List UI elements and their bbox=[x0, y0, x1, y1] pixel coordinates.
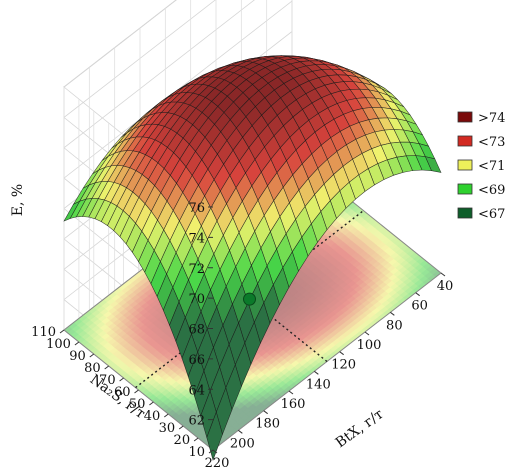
y-tick-label: 50 bbox=[129, 397, 146, 412]
z-tick-label: 72 bbox=[188, 262, 205, 277]
z-tick-label: 64 bbox=[188, 383, 205, 398]
x-tick bbox=[238, 429, 243, 434]
surface-patch bbox=[206, 411, 223, 461]
z-axis-title: E, % bbox=[10, 184, 26, 216]
legend-label: <67 bbox=[478, 207, 505, 222]
y-tick-label: 90 bbox=[69, 349, 86, 364]
y-tick-label: 10 bbox=[188, 445, 205, 460]
legend-swatch bbox=[457, 159, 473, 171]
x-axis-title: BtX, г/т bbox=[333, 406, 387, 451]
legend-swatch bbox=[457, 135, 473, 147]
y-tick-label: 70 bbox=[99, 373, 116, 388]
y-tick-label: 30 bbox=[159, 421, 176, 436]
y-tick-label: 40 bbox=[144, 409, 161, 424]
legend-label: >74 bbox=[478, 111, 505, 126]
y-tick bbox=[104, 365, 109, 370]
y-tick bbox=[193, 437, 199, 442]
x-tick bbox=[390, 311, 395, 316]
x-tick bbox=[339, 351, 344, 356]
x-tick-label: 80 bbox=[386, 318, 403, 333]
z-tick-label: 74 bbox=[188, 231, 205, 246]
optimum-line-x bbox=[135, 210, 364, 389]
z-tick-label: 76 bbox=[188, 201, 205, 216]
y-tick-label: 20 bbox=[174, 433, 191, 448]
x-tick bbox=[288, 390, 294, 395]
x-tick-label: 140 bbox=[306, 377, 331, 392]
response-surface bbox=[63, 55, 442, 461]
optimum-point-marker bbox=[243, 292, 256, 306]
y-tick-label: 60 bbox=[114, 385, 131, 400]
x-tick-label: 200 bbox=[230, 436, 255, 451]
x-tick bbox=[263, 410, 268, 415]
y-tick bbox=[149, 401, 154, 406]
x-tick bbox=[364, 331, 370, 336]
legend-swatch bbox=[457, 111, 473, 123]
y-tick bbox=[164, 413, 169, 418]
axis-ticks: 6264666870727476102030405060708090100110… bbox=[31, 201, 453, 471]
y-tick bbox=[59, 329, 65, 334]
x-tick bbox=[314, 370, 319, 375]
y-tick-label: 80 bbox=[84, 361, 101, 376]
x-tick-label: 160 bbox=[281, 397, 306, 412]
y-tick bbox=[134, 389, 139, 394]
x-tick-label: 180 bbox=[255, 417, 280, 432]
x-tick-label: 220 bbox=[205, 456, 230, 471]
y-tick bbox=[178, 425, 184, 430]
legend: >74 <73 <71 <69 <67 bbox=[457, 111, 505, 222]
x-tick bbox=[415, 292, 420, 297]
x-tick-label: 100 bbox=[357, 338, 382, 353]
legend-swatch bbox=[457, 207, 473, 219]
z-tick-label: 70 bbox=[188, 292, 205, 307]
x-tick-label: 60 bbox=[411, 299, 428, 314]
y-tick bbox=[119, 377, 124, 382]
z-tick-label: 68 bbox=[188, 323, 205, 338]
z-tick-label: 66 bbox=[188, 353, 205, 368]
y-tick-label: 100 bbox=[46, 337, 71, 352]
y-tick-label: 110 bbox=[31, 325, 56, 340]
legend-label: <69 bbox=[478, 183, 505, 198]
y-tick bbox=[89, 353, 95, 358]
y-tick bbox=[208, 449, 214, 454]
legend-label: <73 bbox=[478, 135, 505, 150]
x-tick-label: 120 bbox=[331, 358, 356, 373]
x-tick-label: 40 bbox=[437, 279, 454, 294]
z-tick-label: 62 bbox=[188, 414, 205, 429]
x-tick bbox=[212, 449, 218, 454]
legend-label: <71 bbox=[478, 159, 505, 174]
legend-swatch bbox=[457, 183, 473, 195]
y-tick bbox=[74, 341, 80, 346]
x-tick bbox=[440, 272, 446, 277]
